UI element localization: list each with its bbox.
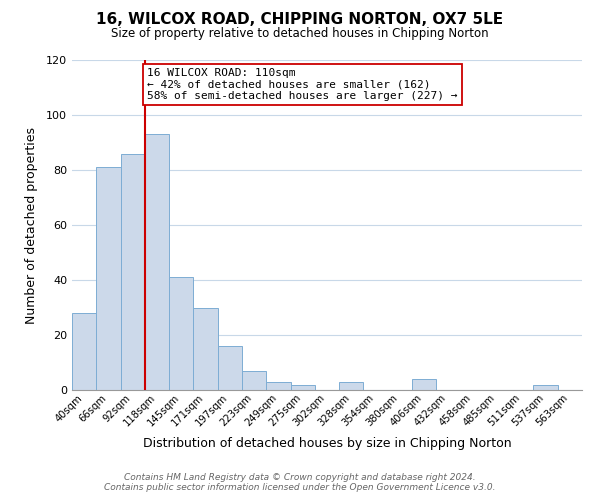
Bar: [242, 371, 266, 390]
Bar: [218, 346, 242, 390]
Text: Size of property relative to detached houses in Chipping Norton: Size of property relative to detached ho…: [111, 28, 489, 40]
Bar: [339, 382, 364, 390]
Bar: [145, 134, 169, 390]
Bar: [412, 379, 436, 390]
Y-axis label: Number of detached properties: Number of detached properties: [25, 126, 38, 324]
Text: Contains HM Land Registry data © Crown copyright and database right 2024.
Contai: Contains HM Land Registry data © Crown c…: [104, 473, 496, 492]
Bar: [533, 384, 558, 390]
Text: 16, WILCOX ROAD, CHIPPING NORTON, OX7 5LE: 16, WILCOX ROAD, CHIPPING NORTON, OX7 5L…: [97, 12, 503, 28]
Text: 16 WILCOX ROAD: 110sqm
← 42% of detached houses are smaller (162)
58% of semi-de: 16 WILCOX ROAD: 110sqm ← 42% of detached…: [147, 68, 458, 102]
Bar: [72, 313, 96, 390]
Bar: [121, 154, 145, 390]
X-axis label: Distribution of detached houses by size in Chipping Norton: Distribution of detached houses by size …: [143, 436, 511, 450]
Bar: [96, 167, 121, 390]
Bar: [266, 382, 290, 390]
Bar: [290, 384, 315, 390]
Bar: [169, 277, 193, 390]
Bar: [193, 308, 218, 390]
